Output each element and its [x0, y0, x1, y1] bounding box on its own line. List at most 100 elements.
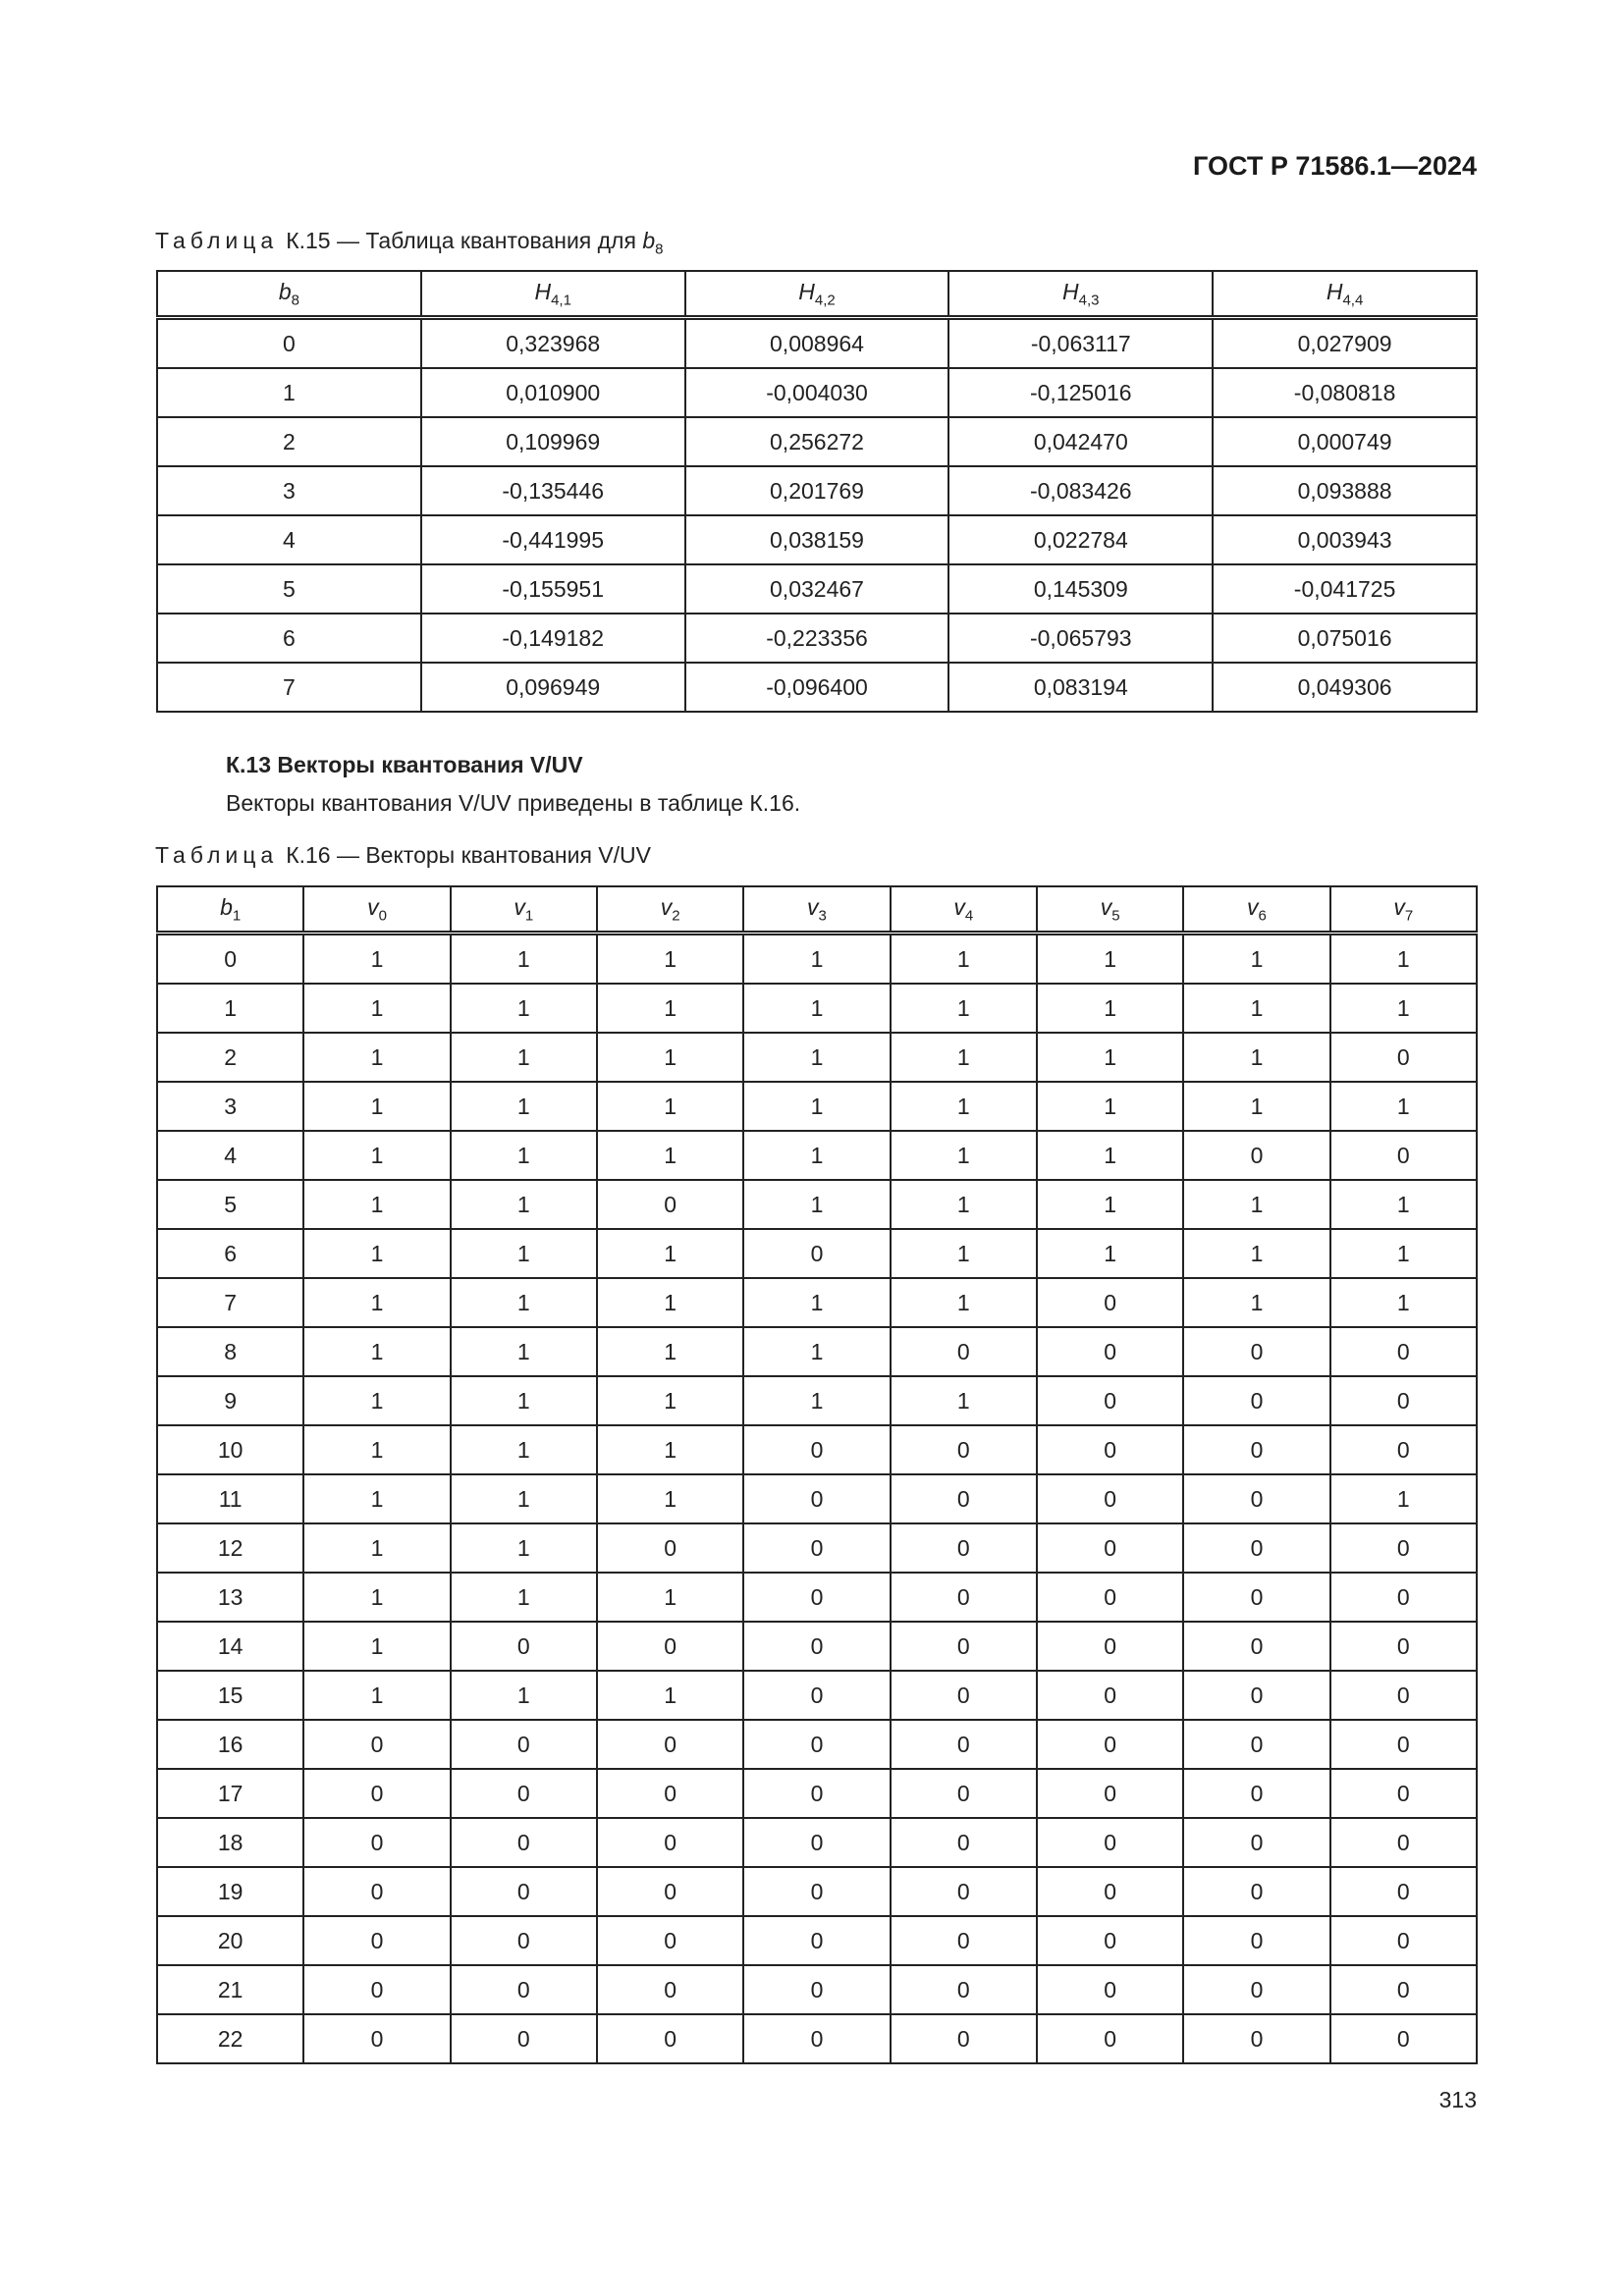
value-cell: 0: [595, 1719, 745, 1770]
value-cell: 0: [742, 1572, 892, 1623]
value-cell: 0: [1182, 1670, 1331, 1721]
table-15-caption: Таблица К.15 — Таблица квантования для b8: [155, 228, 663, 258]
value-cell: 0: [302, 1768, 452, 1819]
table-row: 21 0 0 0 0 0 0 0 0: [155, 1964, 1479, 2015]
value-cell: 1: [449, 932, 598, 985]
value-cell: 0: [1182, 1719, 1331, 1770]
column-header: v5: [1035, 885, 1185, 935]
value-cell: 0: [595, 1915, 745, 1966]
column-header-subscript: 7: [1404, 907, 1414, 925]
value-cell: 1: [302, 1032, 452, 1083]
column-header-symbol: v: [660, 893, 673, 920]
row-index-cell: 12: [155, 1522, 305, 1574]
value-cell: 0: [1035, 1473, 1185, 1524]
value-cell: -0,080818: [1212, 367, 1478, 418]
value-cell: 0: [742, 1768, 892, 1819]
column-header: v2: [595, 885, 745, 935]
table-row: 22 0 0 0 0 0 0 0 0: [155, 2013, 1479, 2064]
row-index-cell: 15: [155, 1670, 305, 1721]
value-cell: 0: [1328, 1817, 1479, 1868]
value-cell: 0: [742, 1866, 892, 1917]
value-cell: 1: [889, 1130, 1038, 1181]
value-cell: 1: [595, 1473, 745, 1524]
table-row: 1 0,010900 -0,004030 -0,125016 -0,080818: [156, 367, 1478, 418]
value-cell: 0,049306: [1212, 662, 1478, 713]
value-cell: -0,004030: [683, 367, 950, 418]
column-header-subscript: 4,2: [814, 292, 836, 309]
row-index-cell: 21: [155, 1964, 305, 2015]
value-cell: 1: [449, 1277, 598, 1328]
column-header-symbol: H: [1062, 278, 1079, 304]
value-cell: 0: [742, 1670, 892, 1721]
value-cell: -0,441995: [419, 514, 686, 565]
value-cell: 0: [449, 1866, 598, 1917]
value-cell: 1: [449, 1375, 598, 1426]
value-cell: 0: [889, 1572, 1038, 1623]
caption-variable-sub: 8: [655, 240, 664, 258]
value-cell: 1: [595, 1081, 745, 1132]
value-cell: 1: [595, 1228, 745, 1279]
column-header: H4,4: [1212, 270, 1478, 320]
value-cell: 0: [1035, 2013, 1185, 2064]
value-cell: 1: [449, 1179, 598, 1230]
value-cell: 0: [889, 1817, 1038, 1868]
value-cell: 0: [742, 1719, 892, 1770]
row-index-cell: 1: [156, 367, 422, 418]
row-index-cell: 14: [155, 1621, 305, 1672]
value-cell: 1: [595, 1572, 745, 1623]
value-cell: 1: [889, 983, 1038, 1034]
value-cell: 0: [1328, 1768, 1479, 1819]
row-index-cell: 17: [155, 1768, 305, 1819]
row-index-cell: 4: [155, 1130, 305, 1181]
value-cell: 0: [302, 1817, 452, 1868]
value-cell: 0: [742, 1915, 892, 1966]
value-cell: 1: [889, 932, 1038, 985]
value-cell: 0: [1035, 1964, 1185, 2015]
value-cell: 1: [742, 1375, 892, 1426]
value-cell: 0,010900: [419, 367, 686, 418]
row-index-cell: 16: [155, 1719, 305, 1770]
value-cell: 1: [1328, 1277, 1479, 1328]
value-cell: 1: [1182, 1179, 1331, 1230]
value-cell: -0,223356: [683, 613, 950, 664]
row-index-cell: 19: [155, 1866, 305, 1917]
value-cell: 0: [449, 1719, 598, 1770]
value-cell: 1: [595, 983, 745, 1034]
value-cell: 1: [1035, 1130, 1185, 1181]
column-header-symbol: H: [798, 278, 815, 304]
value-cell: 0: [742, 1621, 892, 1672]
value-cell: 0: [742, 1473, 892, 1524]
column-header: b1: [155, 885, 305, 935]
column-header-symbol: v: [514, 893, 525, 920]
section-heading: К.13 Векторы квантования V/UV: [226, 752, 583, 777]
value-cell: 1: [595, 1032, 745, 1083]
value-cell: 0: [1328, 1522, 1479, 1574]
row-index-cell: 1: [155, 983, 305, 1034]
value-cell: 0: [889, 1621, 1038, 1672]
value-cell: 1: [1328, 1081, 1479, 1132]
value-cell: 0: [302, 2013, 452, 2064]
value-cell: 0: [449, 1964, 598, 2015]
value-cell: 0: [1182, 2013, 1331, 2064]
row-index-cell: 3: [156, 465, 422, 516]
value-cell: 1: [1035, 1081, 1185, 1132]
value-cell: 0: [742, 1424, 892, 1475]
value-cell: -0,041725: [1212, 563, 1478, 614]
value-cell: 1: [742, 932, 892, 985]
value-cell: 0: [1182, 1866, 1331, 1917]
row-index-cell: 13: [155, 1572, 305, 1623]
caption-text: К.15 — Таблица квантования для: [286, 228, 636, 253]
value-cell: 0: [595, 1522, 745, 1574]
column-header-symbol: H: [1326, 278, 1343, 304]
value-cell: 1: [449, 1473, 598, 1524]
row-index-cell: 7: [155, 1277, 305, 1328]
value-cell: 0: [742, 2013, 892, 2064]
value-cell: 0: [1035, 1572, 1185, 1623]
value-cell: 1: [1182, 1277, 1331, 1328]
value-cell: 1: [1328, 983, 1479, 1034]
caption-variable: b: [642, 228, 656, 253]
column-header: v4: [889, 885, 1038, 935]
